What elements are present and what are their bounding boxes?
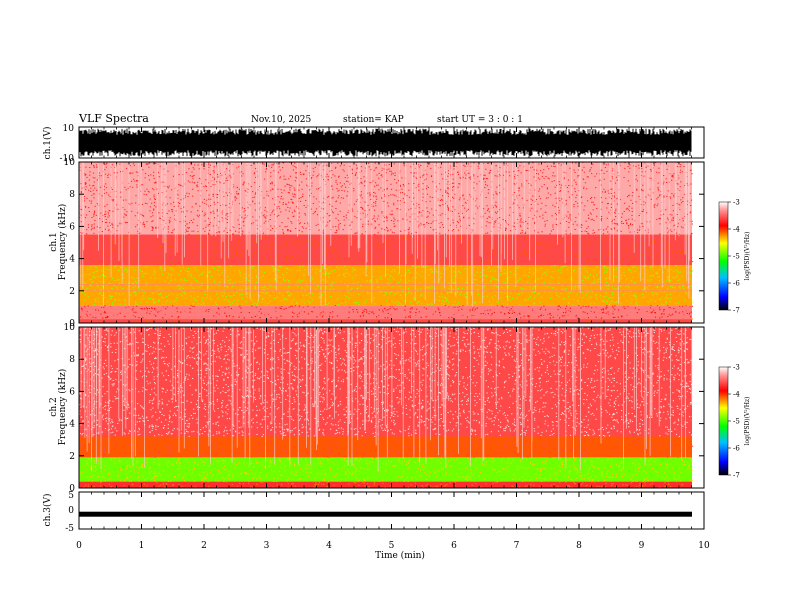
ch1-colorbar-ticks: -3 -4 -5 -6 -7 <box>728 199 740 315</box>
ch1-colorbar-tick-label-2: -5 <box>733 253 740 261</box>
xtick-label-0: 0 <box>76 541 82 551</box>
ch1-spec-ytick-label-1: 2 <box>69 287 75 297</box>
ch1-colorbar-label: log(PSD)(V²/Hz) <box>744 232 751 281</box>
ch2-spec-band-texture-1 <box>79 457 693 483</box>
time-axis-label: Time (min) <box>375 550 425 561</box>
ch1-spec-empty-tail <box>692 162 704 323</box>
ch1-waveform-line <box>79 128 692 157</box>
xtick-label-7: 7 <box>514 541 520 551</box>
figure-title: VLF Spectra <box>78 112 149 125</box>
ch2-colorbar-tick-label-3: -6 <box>733 445 740 453</box>
ch1-spec-ytick-label-2: 4 <box>69 255 75 265</box>
ch1-spec-ytick-label-5: 10 <box>64 158 76 168</box>
ch2-colorbar-tick-label-1: -4 <box>733 391 740 399</box>
ch2-colorbar-ticks: -3 -4 -5 -6 -7 <box>728 364 740 480</box>
ch3-waveform-line <box>79 511 692 517</box>
ch2-spectrogram-yticks: 0 2 4 6 8 10 <box>64 323 704 494</box>
ch1-waveform-trace <box>79 128 692 157</box>
ch1-spectrogram-yticks: 0 2 4 6 8 10 <box>64 158 704 329</box>
ch2-spec-band-texture-0 <box>83 481 683 489</box>
xtick-label-5: 5 <box>389 541 395 551</box>
ch2-spec-ytick-label-1: 2 <box>69 452 75 462</box>
ch2-spec-ytick-label-5: 10 <box>64 323 76 333</box>
ch1-spec-band-texture-4 <box>79 161 693 235</box>
ch1-waveform-ylabel: ch.1(V) <box>42 127 53 160</box>
ch2-spectrogram-heatmap <box>79 326 704 489</box>
ch1-spec-sferic-streaks <box>79 162 690 307</box>
ch3-waveform-ylabel: ch.3(V) <box>42 494 53 527</box>
ch2-colorbar <box>718 366 729 476</box>
ch1-spec-band-1 <box>79 305 692 319</box>
ch3-waveform-frame <box>78 491 705 530</box>
ch2-spec-ytick-label-4: 8 <box>69 355 75 365</box>
ch1-spectrogram-ylabel-line2: Frequency (kHz) <box>57 204 68 281</box>
ch1-spec-band-0 <box>79 318 692 323</box>
ch1-spec-ytick-label-4: 8 <box>69 190 75 200</box>
ch1-colorbar-tick-label-4: -7 <box>733 307 740 315</box>
xtick-minor-marks <box>91 127 692 529</box>
ch2-spec-sferic-streaks <box>80 327 693 472</box>
ch3-waveform-trace <box>79 511 692 517</box>
xtick-label-9: 9 <box>639 541 645 551</box>
ch1-colorbar-tick-label-0: -3 <box>733 199 740 207</box>
xtick-label-10: 10 <box>698 541 710 551</box>
ch2-spec-empty-tail <box>692 327 704 488</box>
xtick-label-3: 3 <box>264 541 270 551</box>
ch1-spectrogram-heatmap <box>79 161 704 324</box>
ch1-ytick-top: 10 <box>63 124 75 134</box>
ch3-ytick-mid: 0 <box>68 506 74 516</box>
xtick-label-2: 2 <box>201 541 207 551</box>
ch1-spec-band-texture-2 <box>79 264 694 306</box>
ch2-spec-band-texture-2 <box>79 436 694 458</box>
ch2-spec-ytick-label-2: 4 <box>69 420 75 430</box>
ch2-spec-ytick-label-3: 6 <box>69 387 75 397</box>
ch2-spec-band-0 <box>79 481 692 488</box>
ch1-colorbar <box>718 201 729 311</box>
ch1-spec-ytick-label-3: 6 <box>69 222 75 232</box>
xtick-label-1: 1 <box>139 541 145 551</box>
ch1-spec-ytick-label-0: 0 <box>69 319 75 329</box>
ch2-spectrogram-ylabel-line1: ch.2 <box>49 397 59 416</box>
xtick-label-6: 6 <box>451 541 457 551</box>
ch2-colorbar-tick-label-0: -3 <box>733 364 740 372</box>
ch2-colorbar-label: log(PSD)(V²/Hz) <box>744 397 751 446</box>
ch1-colorbar-tick-label-3: -6 <box>733 280 740 288</box>
xtick-label-4: 4 <box>326 541 332 551</box>
date-label: Nov.10, 2025 <box>251 115 312 125</box>
ch3-ytick-bottom: -5 <box>65 524 74 534</box>
ch2-spec-ytick-label-0: 0 <box>69 484 75 494</box>
station-label: station= KAP <box>343 115 404 125</box>
ch3-waveform-panel: 5 0 -5 ch.3(V) 0 1 2 3 4 5 6 7 8 9 10 Time (min) <box>42 127 710 561</box>
time-axis-ticks: 0 1 2 3 4 5 6 7 8 9 10 <box>76 127 710 551</box>
ch3-ytick-top: 5 <box>68 491 74 501</box>
ch2-colorbar-tick-label-2: -5 <box>733 418 740 426</box>
ch2-spectrogram-ylabel-line2: Frequency (kHz) <box>57 369 68 446</box>
ch1-spectrogram-ylabel-line1: ch.1 <box>49 232 59 251</box>
xtick-label-8: 8 <box>576 541 582 551</box>
ch1-colorbar-tick-label-1: -4 <box>733 226 740 234</box>
start-time-label: start UT = 3 : 0 : 1 <box>437 115 523 125</box>
ch2-colorbar-tick-label-4: -7 <box>733 472 740 480</box>
ch1-ytick-bottom: -10 <box>60 154 75 164</box>
